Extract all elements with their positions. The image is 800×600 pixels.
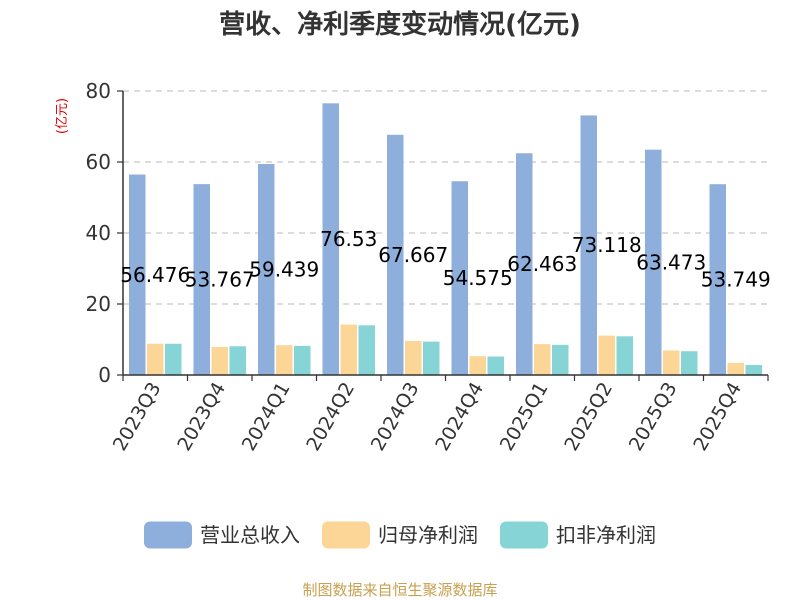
bar bbox=[193, 184, 210, 375]
x-tick-label: 2025Q2 bbox=[560, 379, 617, 455]
bar bbox=[598, 335, 615, 375]
bar bbox=[645, 149, 662, 375]
bar bbox=[516, 153, 533, 375]
x-tick-label: 2024Q2 bbox=[302, 379, 359, 455]
y-tick-label: 60 bbox=[86, 150, 111, 174]
source-note: 制图数据来自恒生聚源数据库 bbox=[302, 581, 497, 599]
legend-label: 扣非净利润 bbox=[556, 523, 656, 547]
data-label: 54.575 bbox=[443, 266, 513, 290]
bar bbox=[451, 181, 468, 375]
data-label: 59.439 bbox=[249, 257, 319, 281]
x-tick-label: 2025Q3 bbox=[625, 379, 682, 455]
bar bbox=[258, 163, 275, 375]
grid bbox=[123, 90, 768, 305]
bar bbox=[745, 365, 762, 375]
legend-label: 营业总收入 bbox=[200, 523, 300, 547]
bar bbox=[211, 346, 228, 375]
bar bbox=[616, 336, 633, 375]
data-label: 73.118 bbox=[572, 233, 642, 257]
bar bbox=[340, 324, 357, 375]
bar bbox=[358, 325, 375, 375]
bar bbox=[387, 134, 404, 375]
x-tick-label: 2023Q4 bbox=[173, 379, 230, 455]
data-label: 63.473 bbox=[636, 250, 706, 274]
y-axis-unit: (亿元) bbox=[55, 98, 70, 134]
x-tick-label: 2024Q4 bbox=[431, 379, 488, 455]
y-tick-label: 0 bbox=[98, 363, 111, 387]
data-label: 56.476 bbox=[120, 263, 190, 287]
bar bbox=[322, 103, 339, 376]
legend-label: 归母净利润 bbox=[378, 523, 478, 547]
data-label: 62.463 bbox=[507, 252, 577, 276]
data-label: 76.53 bbox=[320, 227, 377, 251]
data-labels: 56.47653.76759.43976.5367.66754.57562.46… bbox=[120, 227, 770, 291]
y-tick-label: 20 bbox=[86, 292, 111, 316]
bar bbox=[552, 344, 569, 375]
bar bbox=[423, 341, 440, 375]
data-label: 67.667 bbox=[378, 243, 448, 267]
bars bbox=[129, 103, 762, 376]
legend-swatch bbox=[322, 521, 370, 549]
x-tick-label: 2024Q1 bbox=[238, 379, 295, 455]
bar bbox=[681, 351, 698, 375]
bar bbox=[229, 346, 246, 375]
x-tick-label: 2025Q4 bbox=[689, 379, 746, 455]
legend: 营业总收入 归母净利润 扣非净利润 bbox=[144, 521, 656, 549]
bar bbox=[663, 350, 680, 375]
bar bbox=[709, 184, 726, 375]
data-label: 53.749 bbox=[701, 268, 771, 292]
bar bbox=[469, 356, 486, 375]
bar bbox=[580, 115, 597, 376]
bar bbox=[487, 356, 504, 375]
chart-title: 营收、净利季度变动情况(亿元) bbox=[219, 9, 581, 40]
bar bbox=[147, 343, 164, 375]
data-label: 53.767 bbox=[185, 268, 255, 292]
bar bbox=[165, 343, 182, 375]
bar bbox=[534, 344, 551, 375]
x-tick-label: 2024Q3 bbox=[367, 379, 424, 455]
bar bbox=[727, 362, 744, 375]
legend-swatch bbox=[144, 521, 192, 549]
x-tick-label: 2025Q1 bbox=[496, 379, 553, 455]
bar bbox=[129, 174, 146, 375]
bar bbox=[405, 340, 422, 375]
bar bbox=[276, 345, 293, 375]
legend-swatch bbox=[500, 521, 548, 549]
y-tick-label: 40 bbox=[86, 221, 111, 245]
x-tick-label: 2023Q3 bbox=[109, 379, 166, 455]
y-tick-label: 80 bbox=[86, 79, 111, 103]
bar bbox=[294, 345, 311, 375]
